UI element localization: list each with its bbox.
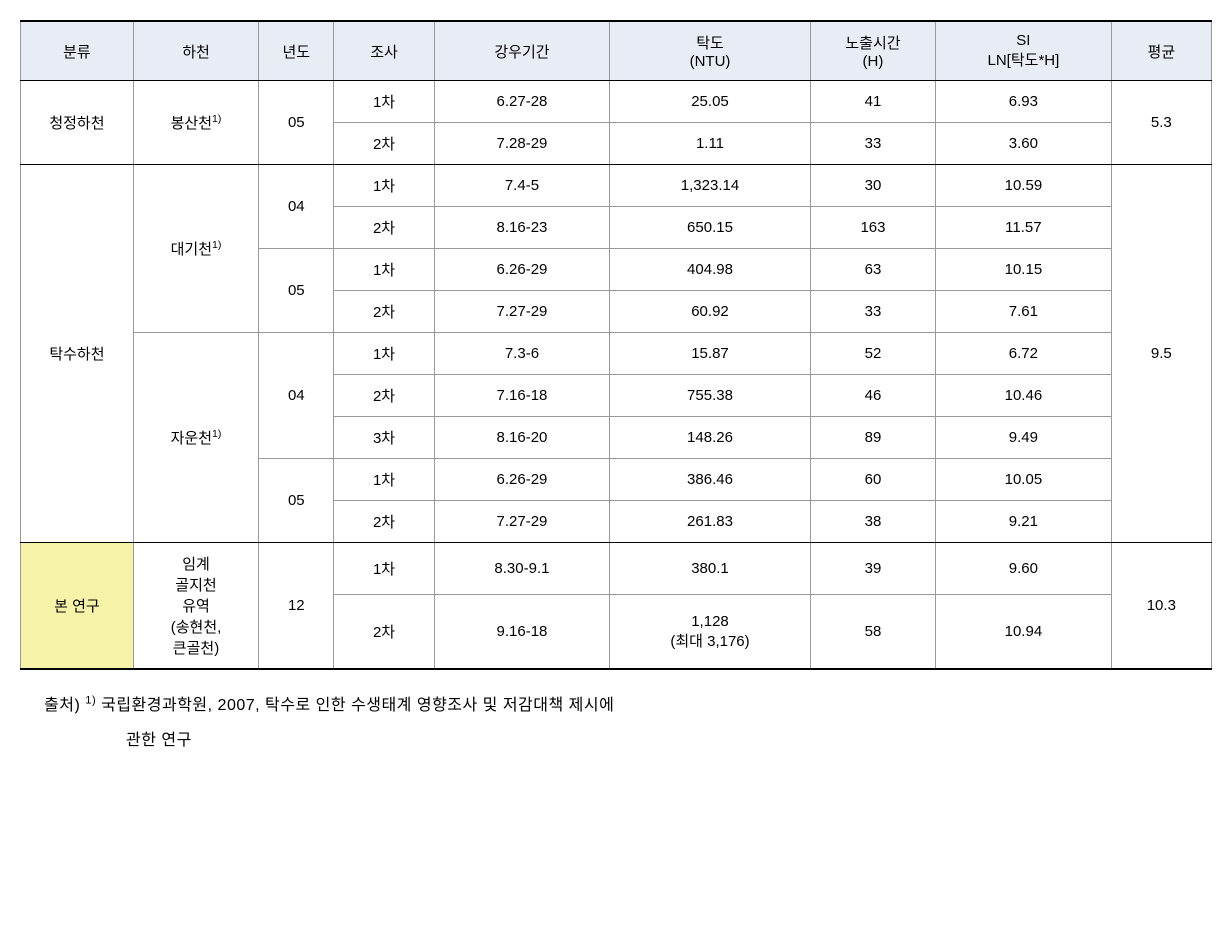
cell-si: 10.15 [936, 249, 1112, 291]
cell-survey: 2차 [334, 501, 434, 543]
cell-turbidity: 148.26 [610, 417, 811, 459]
cell-period: 8.16-20 [434, 417, 610, 459]
cell-turbidity: 261.83 [610, 501, 811, 543]
cell-turbidity: 755.38 [610, 375, 811, 417]
cell-exposure: 33 [810, 123, 935, 165]
cell-period: 7.4-5 [434, 165, 610, 207]
cell-survey: 2차 [334, 375, 434, 417]
cell-si: 3.60 [936, 123, 1112, 165]
cell-exposure: 89 [810, 417, 935, 459]
cell-survey: 2차 [334, 291, 434, 333]
header-si: SILN[탁도*H] [936, 21, 1112, 81]
header-period: 강우기간 [434, 21, 610, 81]
cell-si: 11.57 [936, 207, 1112, 249]
cell-turbidity: 386.46 [610, 459, 811, 501]
cell-year: 05 [259, 249, 334, 333]
data-table-container: 분류 하천 년도 조사 강우기간 탁도(NTU) 노출시간(H) SILN[탁도… [20, 20, 1212, 758]
cell-turbidity: 1.11 [610, 123, 811, 165]
cell-exposure: 63 [810, 249, 935, 291]
cell-turbidity: 1,128(최대 3,176) [610, 595, 811, 669]
cell-survey: 2차 [334, 207, 434, 249]
cell-survey: 1차 [334, 459, 434, 501]
cell-river: 임계 골지천 유역 (송현천, 큰골천) [133, 543, 258, 670]
source-citation: 출처) 1) 국립환경과학원, 2007, 탁수로 인한 수생태계 영향조사 및… [20, 688, 1212, 758]
cell-survey: 2차 [334, 123, 434, 165]
header-survey: 조사 [334, 21, 434, 81]
cell-exposure: 52 [810, 333, 935, 375]
header-average: 평균 [1111, 21, 1211, 81]
cell-si: 7.61 [936, 291, 1112, 333]
cell-exposure: 30 [810, 165, 935, 207]
cell-average: 10.3 [1111, 543, 1211, 670]
table-row: 본 연구 임계 골지천 유역 (송현천, 큰골천) 12 1차 8.30-9.1… [21, 543, 1212, 595]
cell-exposure: 39 [810, 543, 935, 595]
cell-exposure: 38 [810, 501, 935, 543]
cell-si: 6.72 [936, 333, 1112, 375]
cell-period: 7.16-18 [434, 375, 610, 417]
table-row: 자운천1) 04 1차 7.3-6 15.87 52 6.72 [21, 333, 1212, 375]
cell-turbidity: 650.15 [610, 207, 811, 249]
cell-survey: 1차 [334, 81, 434, 123]
cell-si: 10.46 [936, 375, 1112, 417]
cell-survey: 1차 [334, 165, 434, 207]
cell-si: 10.59 [936, 165, 1112, 207]
cell-si: 9.21 [936, 501, 1112, 543]
cell-si: 6.93 [936, 81, 1112, 123]
cell-river: 대기천1) [133, 165, 258, 333]
cell-period: 7.27-29 [434, 501, 610, 543]
cell-average: 5.3 [1111, 81, 1211, 165]
cell-exposure: 41 [810, 81, 935, 123]
cell-exposure: 60 [810, 459, 935, 501]
cell-si: 9.60 [936, 543, 1112, 595]
cell-si: 10.05 [936, 459, 1112, 501]
cell-period: 7.27-29 [434, 291, 610, 333]
cell-turbidity: 404.98 [610, 249, 811, 291]
cell-period: 6.26-29 [434, 249, 610, 291]
cell-si: 9.49 [936, 417, 1112, 459]
cell-turbidity: 380.1 [610, 543, 811, 595]
cell-year: 05 [259, 459, 334, 543]
cell-survey: 1차 [334, 249, 434, 291]
cell-year: 04 [259, 165, 334, 249]
cell-period: 8.16-23 [434, 207, 610, 249]
cell-category: 청정하천 [21, 81, 134, 165]
cell-turbidity: 1,323.14 [610, 165, 811, 207]
cell-turbidity: 25.05 [610, 81, 811, 123]
header-category: 분류 [21, 21, 134, 81]
cell-average: 9.5 [1111, 165, 1211, 543]
header-year: 년도 [259, 21, 334, 81]
cell-survey: 3차 [334, 417, 434, 459]
cell-year: 04 [259, 333, 334, 459]
cell-river: 자운천1) [133, 333, 258, 543]
cell-exposure: 58 [810, 595, 935, 669]
cell-turbidity: 15.87 [610, 333, 811, 375]
cell-survey: 2차 [334, 595, 434, 669]
cell-exposure: 163 [810, 207, 935, 249]
cell-category: 탁수하천 [21, 165, 134, 543]
cell-period: 7.3-6 [434, 333, 610, 375]
header-exposure: 노출시간(H) [810, 21, 935, 81]
cell-category-highlight: 본 연구 [21, 543, 134, 670]
cell-year: 12 [259, 543, 334, 670]
cell-period: 7.28-29 [434, 123, 610, 165]
cell-exposure: 33 [810, 291, 935, 333]
cell-period: 6.27-28 [434, 81, 610, 123]
header-turbidity: 탁도(NTU) [610, 21, 811, 81]
data-table: 분류 하천 년도 조사 강우기간 탁도(NTU) 노출시간(H) SILN[탁도… [20, 20, 1212, 670]
cell-river: 봉산천1) [133, 81, 258, 165]
cell-period: 6.26-29 [434, 459, 610, 501]
table-row: 청정하천 봉산천1) 05 1차 6.27-28 25.05 41 6.93 5… [21, 81, 1212, 123]
cell-survey: 1차 [334, 543, 434, 595]
cell-turbidity: 60.92 [610, 291, 811, 333]
cell-period: 9.16-18 [434, 595, 610, 669]
cell-si: 10.94 [936, 595, 1112, 669]
cell-year: 05 [259, 81, 334, 165]
table-row: 탁수하천 대기천1) 04 1차 7.4-5 1,323.14 30 10.59… [21, 165, 1212, 207]
cell-exposure: 46 [810, 375, 935, 417]
header-river: 하천 [133, 21, 258, 81]
cell-survey: 1차 [334, 333, 434, 375]
cell-period: 8.30-9.1 [434, 543, 610, 595]
